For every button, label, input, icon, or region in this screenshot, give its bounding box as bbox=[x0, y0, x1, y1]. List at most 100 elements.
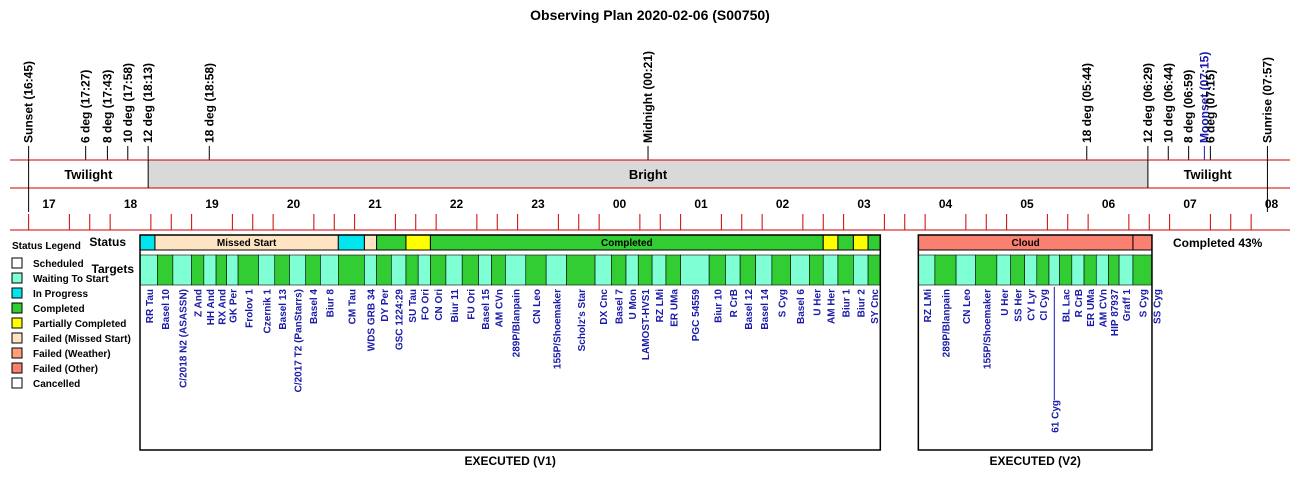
event-markers: Sunset (16:45) 6 deg (17:27) 8 deg (17:43)… bbox=[22, 51, 1274, 160]
chart-title: Observing Plan 2020-02-06 (S00750) bbox=[530, 7, 770, 23]
hour-axis: 17 18 19 20 21 22 23 00 01 02 03 04 05 06 07 08 bbox=[10, 197, 1290, 231]
target-name: Biur 2 bbox=[857, 289, 868, 318]
target-name: DX Cnc bbox=[599, 289, 610, 325]
hour-label: 02 bbox=[776, 197, 790, 211]
event-label: 12 deg (18:13) bbox=[141, 63, 155, 143]
status-legend: Status Legend Scheduled Waiting To Start In… bbox=[11, 241, 131, 390]
event-label: 8 deg (17:43) bbox=[100, 70, 114, 143]
target-block bbox=[680, 254, 710, 286]
target-block bbox=[320, 254, 339, 286]
target-block bbox=[822, 254, 839, 286]
hour-label: 00 bbox=[613, 197, 627, 211]
target-name: R CrB bbox=[729, 289, 740, 317]
target-name: DY Per bbox=[380, 289, 391, 322]
target-name: LAMOST-HVS1 bbox=[641, 289, 652, 361]
status-segment bbox=[852, 234, 869, 251]
hour-label: 22 bbox=[450, 197, 464, 211]
target-block bbox=[390, 254, 407, 286]
target-name: Z And bbox=[194, 289, 205, 317]
legend-swatch bbox=[11, 377, 23, 389]
target-block bbox=[525, 254, 547, 286]
target-name: C/2018 N2 (ASASSN) bbox=[178, 289, 189, 388]
status-segment bbox=[405, 234, 431, 251]
target-block bbox=[338, 254, 365, 286]
target-block bbox=[625, 254, 639, 286]
target-block bbox=[918, 254, 936, 286]
hour-label: 03 bbox=[857, 197, 871, 211]
target-name: Biur 1 bbox=[842, 289, 853, 318]
legend-swatch bbox=[11, 362, 23, 374]
execution-panels: Missed Start Completed RR Tau Basel 10 C/201… bbox=[139, 234, 1164, 468]
target-block bbox=[203, 254, 217, 286]
event-label: 10 deg (17:58) bbox=[121, 63, 135, 143]
legend-item: Waiting To Start bbox=[33, 274, 109, 285]
target-name: Basel 12 bbox=[744, 289, 755, 330]
target-block bbox=[289, 254, 307, 286]
completion-percentage: Completed 43% bbox=[1173, 236, 1263, 250]
target-name: Basel 14 bbox=[760, 289, 771, 330]
target-name: SS Her bbox=[1014, 289, 1025, 322]
status-segment bbox=[837, 234, 854, 251]
target-block bbox=[191, 254, 205, 286]
legend-title: Status Legend bbox=[12, 241, 81, 252]
target-block bbox=[934, 254, 957, 286]
hour-label: 19 bbox=[205, 197, 219, 211]
hour-label: 18 bbox=[124, 197, 138, 211]
status-segment bbox=[822, 234, 839, 251]
target-block bbox=[1071, 254, 1085, 286]
target-name: CN Ori bbox=[434, 289, 445, 321]
target-block bbox=[258, 254, 276, 286]
target-block bbox=[491, 254, 506, 286]
status-segment bbox=[376, 234, 407, 251]
sky-band bbox=[28, 160, 149, 188]
target-name: C/2017 T2 (PanStarrs) bbox=[294, 289, 305, 392]
target-name: 155P/Shoemaker bbox=[982, 289, 993, 369]
target-name: SY Cnc bbox=[870, 289, 881, 324]
target-block bbox=[405, 254, 419, 286]
target-name: U Her bbox=[1000, 289, 1011, 316]
target-block bbox=[665, 254, 681, 286]
event-label: Sunrise (07:57) bbox=[1260, 57, 1274, 143]
event-label: 18 deg (18:58) bbox=[202, 63, 216, 143]
target-block bbox=[417, 254, 431, 286]
status-segment bbox=[363, 234, 378, 251]
target-name: AM CVn bbox=[1098, 289, 1109, 327]
target-name: CM Tau bbox=[347, 289, 358, 324]
target-name: BL Lac bbox=[1062, 289, 1073, 323]
target-name: Scholz's Star bbox=[577, 289, 588, 352]
target-name: R CrB bbox=[1074, 289, 1085, 317]
sky-band bbox=[148, 160, 1148, 188]
target-name: ER UMa bbox=[669, 289, 680, 327]
target-block bbox=[853, 254, 869, 286]
target-name: Basel 10 bbox=[161, 289, 172, 330]
target-name: Graff 1 bbox=[1122, 289, 1133, 322]
legend-item: Failed (Weather) bbox=[33, 349, 111, 360]
target-name: FO Ori bbox=[420, 289, 431, 320]
target-name: RZ LMi bbox=[923, 289, 934, 323]
target-block bbox=[611, 254, 627, 286]
target-name: SU Tau bbox=[408, 289, 419, 323]
target-block bbox=[755, 254, 773, 286]
status-segment-label: Completed bbox=[601, 238, 653, 249]
target-block bbox=[1024, 254, 1038, 286]
target-name: 61 Cyg bbox=[1050, 400, 1061, 433]
status-segment bbox=[337, 234, 365, 251]
target-name: AM Her bbox=[827, 289, 838, 324]
target-block bbox=[1059, 254, 1073, 286]
sky-band-label: Twilight bbox=[1184, 167, 1233, 182]
panel-frame bbox=[139, 234, 882, 451]
hour-label: 21 bbox=[368, 197, 382, 211]
hour-label: 20 bbox=[287, 197, 301, 211]
target-name: RZ LMi bbox=[655, 289, 666, 323]
target-block bbox=[809, 254, 824, 286]
target-name: AM CVn bbox=[494, 289, 505, 327]
target-block bbox=[837, 254, 854, 286]
target-block bbox=[566, 254, 596, 286]
target-name: Biur 11 bbox=[450, 289, 461, 323]
target-block bbox=[996, 254, 1011, 286]
target-block bbox=[172, 254, 192, 286]
target-name: Basel 15 bbox=[481, 289, 492, 330]
target-name: RX And bbox=[217, 289, 228, 325]
target-block bbox=[1118, 254, 1134, 286]
target-name: Basel 4 bbox=[309, 289, 320, 324]
